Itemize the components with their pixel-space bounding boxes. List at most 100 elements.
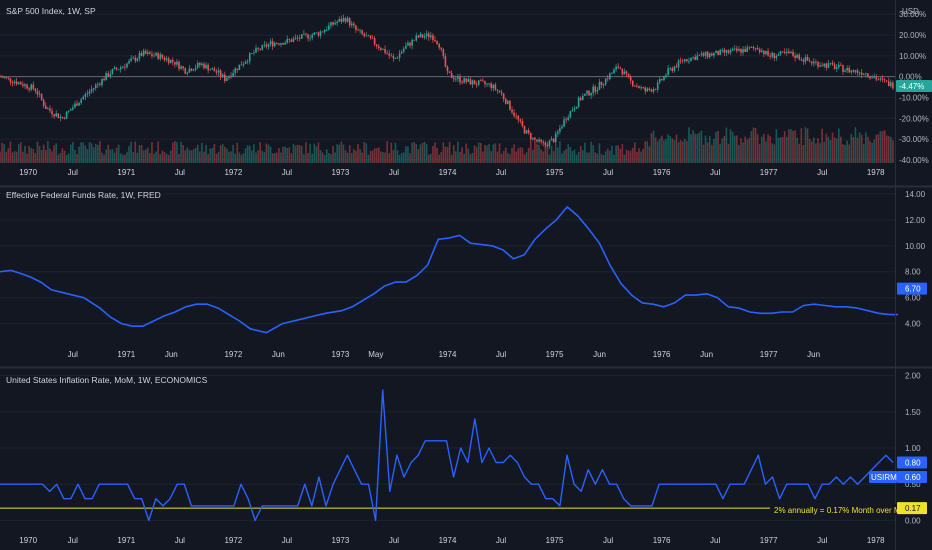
candle-body[interactable] [194, 67, 197, 70]
candle-body[interactable] [142, 50, 145, 56]
candle-body[interactable] [130, 58, 132, 61]
candle-body[interactable] [729, 50, 732, 53]
candle-body[interactable] [246, 61, 249, 63]
candle-body[interactable] [282, 43, 284, 45]
candle-body[interactable] [754, 48, 757, 49]
candle-body[interactable] [405, 45, 407, 49]
candle-body[interactable] [388, 53, 391, 56]
candle-body[interactable] [777, 54, 780, 57]
candle-body[interactable] [862, 74, 865, 75]
candle-body[interactable] [90, 89, 93, 92]
candle-body[interactable] [465, 78, 468, 82]
candle-body[interactable] [517, 115, 520, 120]
candle-body[interactable] [704, 51, 707, 56]
candle-body[interactable] [565, 119, 567, 121]
candle-body[interactable] [353, 23, 355, 26]
candle-body[interactable] [771, 53, 773, 57]
candle-body[interactable] [373, 38, 376, 45]
candle-body[interactable] [575, 106, 578, 109]
candle-body[interactable] [683, 59, 686, 62]
candle-body[interactable] [540, 139, 542, 142]
candle-body[interactable] [563, 119, 565, 127]
candle-body[interactable] [394, 58, 397, 59]
candle-body[interactable] [711, 53, 713, 56]
candle-body[interactable] [534, 137, 536, 140]
candle-body[interactable] [719, 49, 721, 56]
candle-body[interactable] [251, 53, 253, 54]
candle-body[interactable] [600, 81, 603, 86]
candle-body[interactable] [821, 65, 823, 67]
candle-body[interactable] [827, 63, 830, 68]
candle-body[interactable] [844, 70, 846, 72]
candle-body[interactable] [17, 82, 20, 85]
candle-body[interactable] [852, 70, 855, 72]
candle-body[interactable] [296, 37, 299, 39]
candle-body[interactable] [122, 66, 124, 68]
candle-body[interactable] [792, 51, 794, 56]
candle-body[interactable] [126, 63, 128, 68]
candle-body[interactable] [336, 21, 338, 24]
candle-body[interactable] [819, 65, 821, 67]
candle-body[interactable] [171, 59, 174, 62]
candle-body[interactable] [413, 39, 415, 41]
candle-body[interactable] [763, 50, 765, 55]
candle-body[interactable] [59, 116, 62, 119]
candle-body[interactable] [513, 112, 515, 116]
candle-body[interactable] [871, 77, 873, 79]
candle-body[interactable] [386, 52, 388, 54]
candle-body[interactable] [779, 51, 782, 55]
candle-body[interactable] [207, 64, 209, 71]
candle-body[interactable] [538, 139, 540, 142]
candle-body[interactable] [496, 89, 499, 91]
candle-body[interactable] [248, 53, 251, 62]
candle-body[interactable] [638, 86, 640, 89]
candle-body[interactable] [169, 59, 172, 64]
candle-body[interactable] [72, 107, 74, 110]
candle-body[interactable] [149, 52, 151, 55]
candle-body[interactable] [34, 88, 37, 91]
candle-body[interactable] [725, 50, 728, 53]
candle-body[interactable] [42, 99, 45, 106]
candle-body[interactable] [188, 68, 191, 73]
candle-body[interactable] [661, 79, 663, 80]
candle-body[interactable] [317, 32, 320, 36]
candle-body[interactable] [796, 54, 798, 58]
candle-body[interactable] [694, 56, 696, 60]
candle-body[interactable] [292, 38, 295, 42]
candle-body[interactable] [775, 56, 778, 59]
candle-body[interactable] [146, 52, 149, 54]
candle-body[interactable] [723, 49, 726, 53]
candle-body[interactable] [290, 39, 293, 42]
candle-body[interactable] [469, 79, 472, 85]
candle-body[interactable] [869, 76, 871, 79]
candle-body[interactable] [525, 130, 528, 134]
candle-body[interactable] [221, 74, 224, 77]
candle-body[interactable] [856, 70, 859, 73]
candle-body[interactable] [604, 78, 607, 85]
candle-body[interactable] [677, 60, 680, 68]
candle-body[interactable] [132, 57, 135, 59]
candle-body[interactable] [817, 61, 819, 67]
candle-body[interactable] [67, 110, 70, 112]
candle-body[interactable] [140, 52, 143, 56]
candle-body[interactable] [829, 62, 832, 64]
candle-body[interactable] [151, 54, 153, 56]
candle-body[interactable] [756, 48, 759, 50]
candle-body[interactable] [767, 50, 769, 56]
candle-body[interactable] [825, 63, 828, 68]
candle-body[interactable] [36, 90, 39, 95]
candle-body[interactable] [334, 23, 336, 25]
candle-body[interactable] [0, 76, 1, 78]
candle-body[interactable] [698, 54, 701, 56]
candle-body[interactable] [226, 77, 228, 81]
candle-body[interactable] [230, 75, 232, 77]
candle-body[interactable] [263, 44, 266, 46]
candle-body[interactable] [400, 51, 403, 54]
candle-body[interactable] [646, 88, 649, 92]
candle-body[interactable] [384, 48, 386, 53]
candle-body[interactable] [65, 111, 68, 119]
candle-body[interactable] [184, 68, 187, 74]
candle-body[interactable] [303, 33, 305, 35]
candle-body[interactable] [444, 56, 447, 67]
candle-body[interactable] [203, 63, 205, 69]
